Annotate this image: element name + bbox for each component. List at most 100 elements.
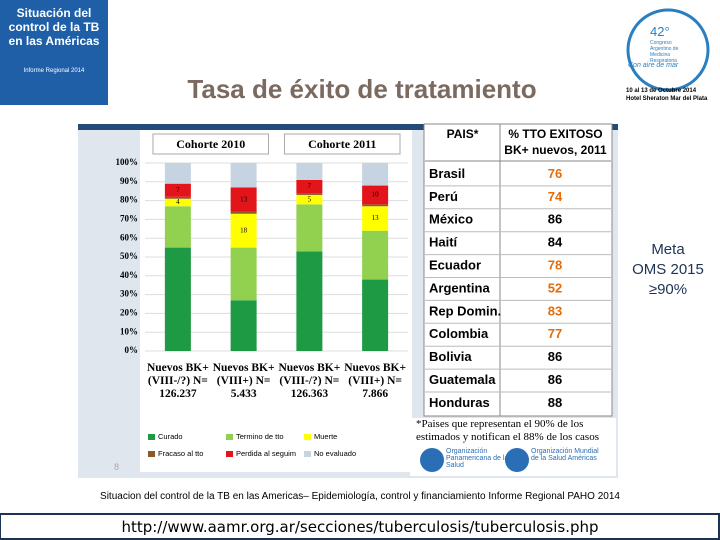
y-tick-label: 20% [120,307,138,317]
bar-segment [230,211,257,214]
legend-swatch [148,451,155,457]
bar-segment [164,163,191,184]
y-tick-label: 90% [120,176,138,186]
success-rate: 86 [548,349,562,364]
bar-segment [230,163,257,188]
data-label: 13 [240,195,248,203]
y-tick-label: 100% [116,157,139,167]
data-label: 5 [308,195,312,203]
success-rate: 86 [548,212,562,227]
bar-segment [362,163,389,186]
success-rate: 84 [548,235,563,250]
success-rate: 76 [548,166,562,181]
bar-segment [230,247,257,301]
y-tick-label: 40% [120,270,138,280]
legend-swatch [226,451,233,457]
data-label: 4 [176,198,180,206]
country: Colombia [429,326,489,341]
legend-swatch [148,434,155,440]
table-header: PAIS* [446,127,479,141]
country: Brasil [429,166,465,181]
bar-segment [164,198,191,207]
y-tick-label: 0% [125,345,139,355]
cover-image [0,0,108,105]
y-tick-label: 70% [120,213,138,223]
country: Honduras [429,395,490,410]
success-rate: 83 [548,303,562,318]
group-label: Cohorte 2010 [176,137,245,151]
category-label: Nuevos BK+ (VIII+) N= 5.433 [212,362,275,400]
event-motto: Con aire de mar [628,62,679,69]
y-tick-label: 30% [120,289,138,299]
category-label: Nuevos BK+ (VIII-/?) N= 126.363 [278,362,341,400]
bar-segment [362,204,389,207]
y-tick-label: 50% [120,251,138,261]
bar-segment [230,213,257,248]
figure-band [78,124,618,130]
bar-segment [362,185,389,205]
legend-label: No evaluado [314,449,356,458]
success-rate: 88 [548,395,562,410]
bar-segment [296,179,323,194]
country: Rep Domin. [429,303,501,318]
bar-segment [164,247,191,351]
who-name: Organización Mundial de la Salud América… [531,448,599,462]
bar-segment [362,206,389,231]
table-footnote: *Paises que representan el 90% de los es… [416,418,599,443]
data-label: 10 [372,191,380,199]
legend-label: Muerte [314,432,337,441]
y-tick-label: 80% [120,195,138,205]
url[interactable]: http://www.aamr.org.ar/secciones/tubercu… [121,518,599,536]
legend-label: Termino de tto [236,432,284,441]
country: Haití [429,235,458,250]
category-label: Nuevos BK+ (VIII+) N= 7.866 [344,362,407,400]
legend-swatch [226,434,233,440]
goal-line: ≥90% [648,281,688,298]
bar-segment [296,163,323,180]
paho-name: Organización Panamericana de la Salud [446,448,509,469]
group-label: Cohorte 2011 [308,137,376,151]
who-logo [505,448,529,472]
slide-title: Tasa de éxito de tratamiento [187,74,537,104]
legend-label: Fracaso al tto [158,449,203,458]
legend-label: Perdida al seguim [236,449,296,458]
bar-segment [296,251,323,351]
goal-line: Meta [651,241,685,258]
event-number: 42° [650,24,670,39]
event-venue: Hotel Sheraton Mar del Plata [626,96,708,102]
country: Ecuador [429,258,481,273]
bar-segment [230,187,257,212]
success-rate: 86 [548,372,562,387]
success-rate: 74 [548,189,563,204]
category-label: Nuevos BK+ (VIII-/?) N= 126.237 [146,362,209,400]
data-label: 7 [176,186,180,194]
bar-segment [296,193,323,195]
success-rate: 52 [548,280,562,295]
table-panel [423,123,613,417]
data-label: 7 [308,182,312,190]
goal-line: OMS 2015 [632,261,704,278]
cover-title: Situación del control de la TB en las Am… [8,6,100,48]
bar-segment [230,300,257,351]
country: Guatemala [429,372,496,387]
legend-swatch [304,434,311,440]
data-label: 13 [372,214,380,222]
bar-segment [164,206,191,248]
bar-segment [362,279,389,351]
bar-segment [296,194,323,205]
legend-label: Curado [158,432,183,441]
y-tick-label: 60% [120,232,138,242]
y-tick-label: 10% [120,326,138,336]
country: México [429,212,473,227]
legend-swatch [304,451,311,457]
success-rate: 78 [548,258,562,273]
bar-segment [362,230,389,280]
data-label: 18 [240,226,248,234]
goal: Meta OMS 2015 ≥90% [616,240,720,300]
country: Argentina [429,280,490,295]
group-box [152,133,269,155]
cover-subtitle: Informe Regional 2014 [23,68,85,74]
success-rate: 77 [548,326,562,341]
